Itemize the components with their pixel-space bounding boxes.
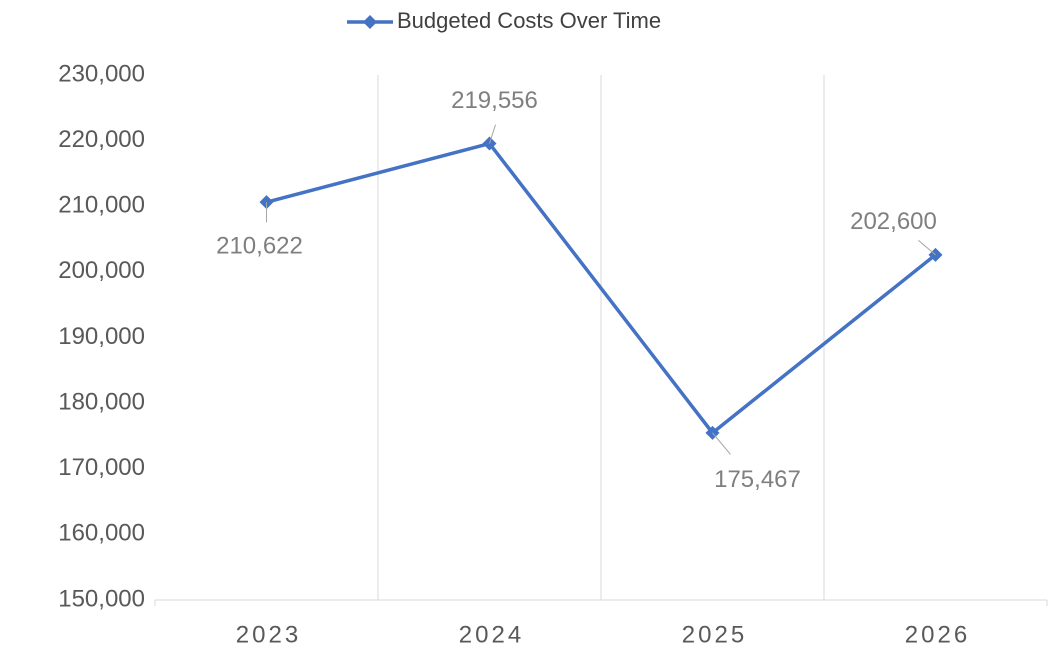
data-label: 219,556 [451, 87, 538, 114]
y-tick-label: 170,000 [58, 454, 145, 481]
y-tick-label: 230,000 [58, 60, 145, 87]
x-tick-label: 2024 [459, 621, 524, 648]
x-tick-label: 2025 [682, 621, 747, 648]
leader-line [918, 240, 936, 256]
y-tick-label: 220,000 [58, 126, 145, 153]
y-tick-label: 150,000 [58, 585, 145, 612]
data-label: 175,467 [714, 466, 801, 493]
x-tick-label: 2023 [236, 621, 301, 648]
data-label: 202,600 [850, 208, 937, 235]
legend-marker [363, 15, 377, 29]
x-tick-label: 2026 [905, 621, 970, 648]
data-label: 210,622 [216, 233, 303, 260]
y-tick-label: 210,000 [58, 192, 145, 219]
y-tick-label: 190,000 [58, 323, 145, 350]
leader-line [489, 124, 496, 144]
leader-line [712, 432, 731, 455]
y-tick-label: 160,000 [58, 520, 145, 547]
y-tick-label: 200,000 [58, 257, 145, 284]
legend-label: Budgeted Costs Over Time [397, 8, 661, 33]
y-tick-label: 180,000 [58, 388, 145, 415]
data-line [266, 141, 937, 435]
